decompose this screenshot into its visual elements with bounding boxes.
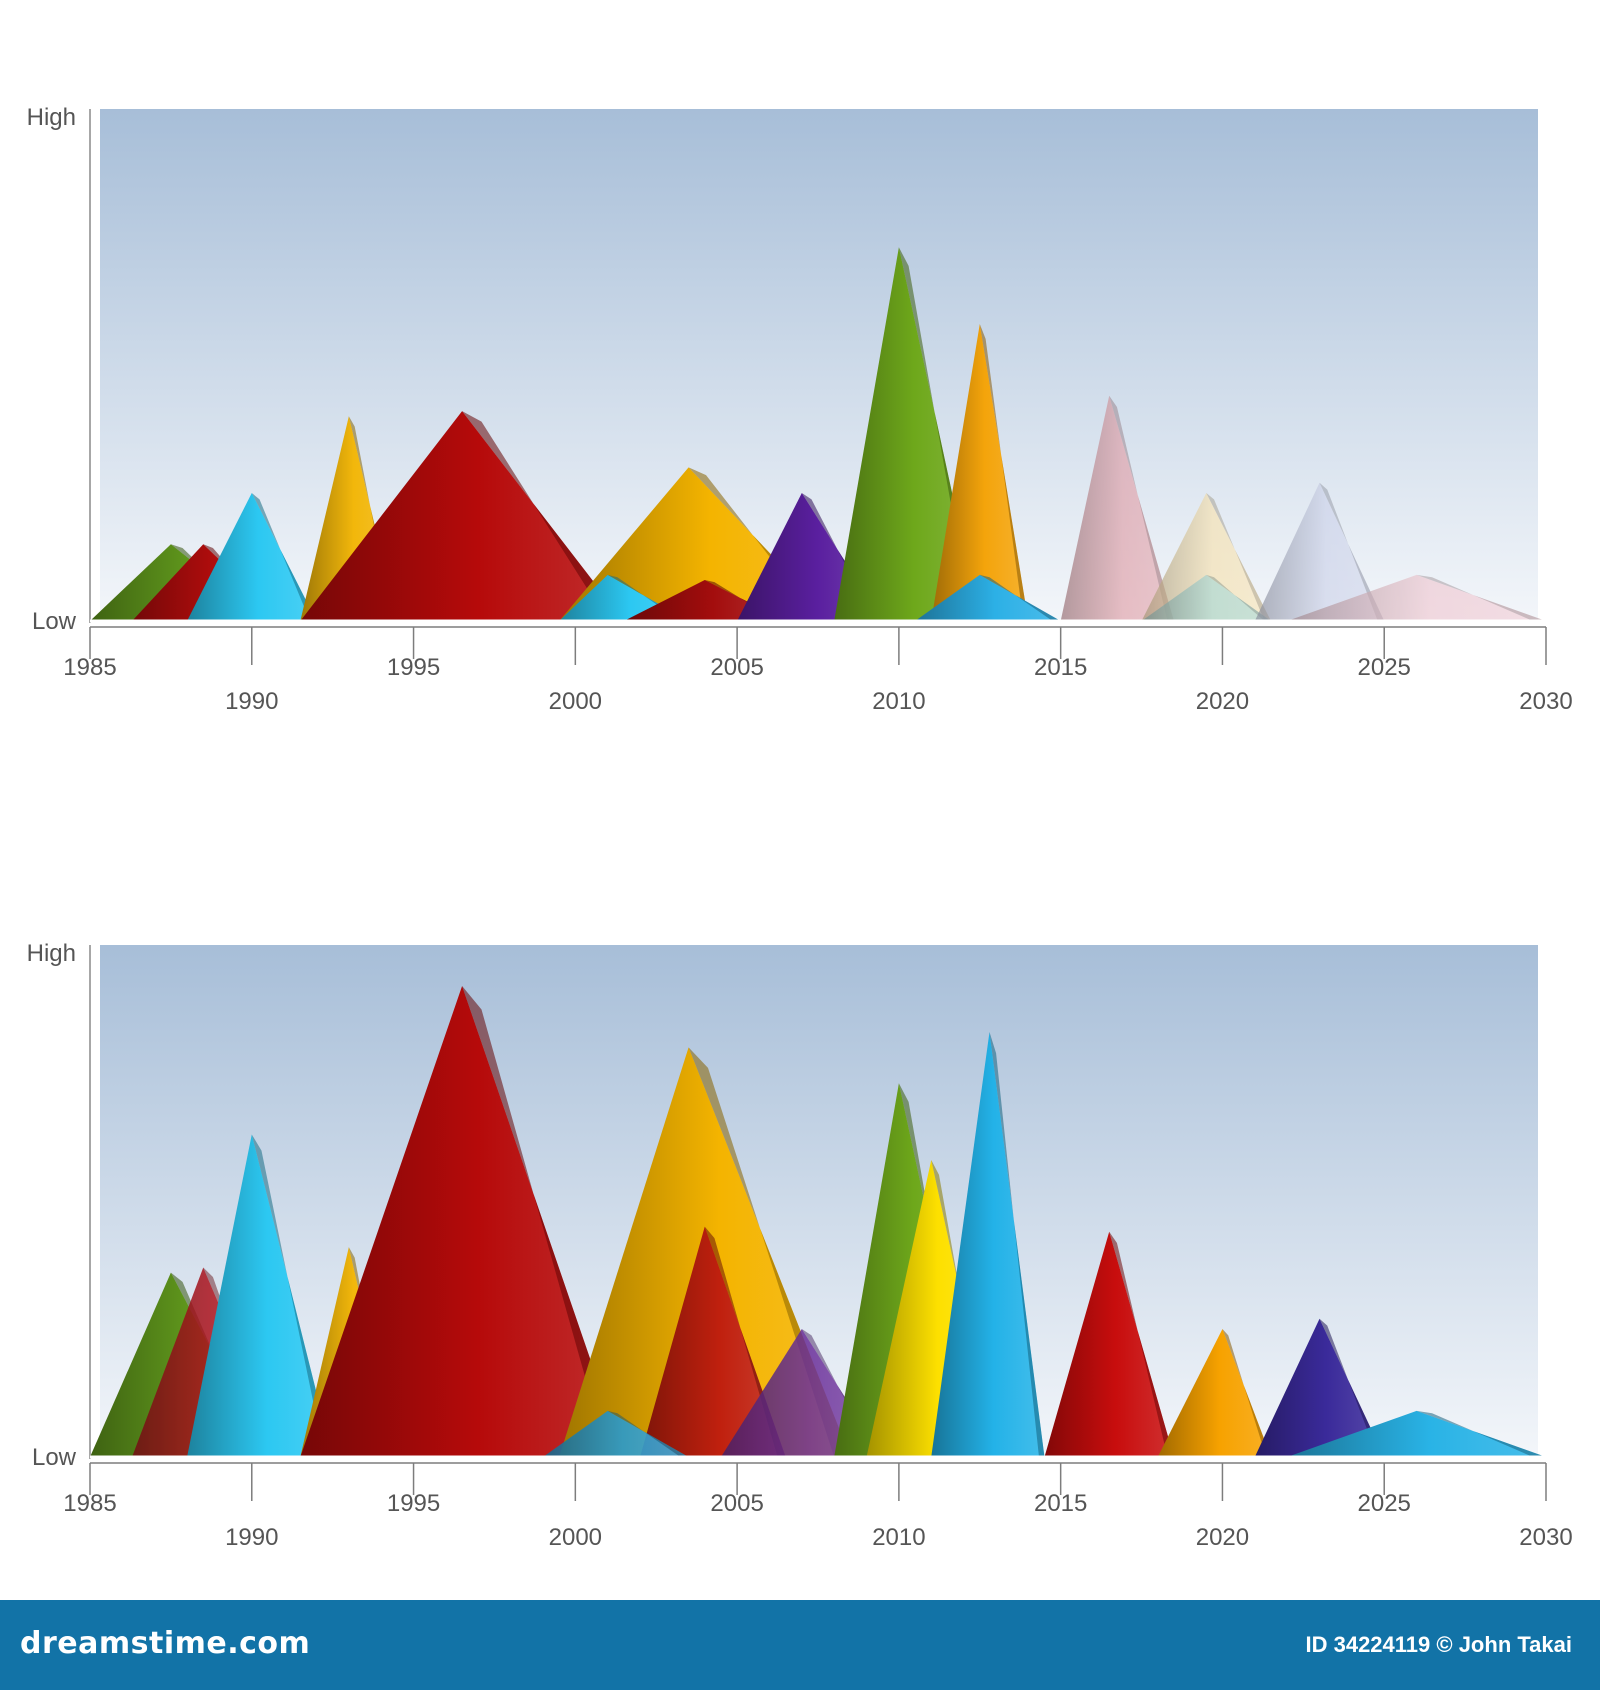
series-peak-17 [1287,574,1546,621]
peak-edge [1416,574,1546,621]
peak-edge [607,574,689,621]
y-label-low: Low [32,1444,77,1471]
series-peak-15 [1254,1318,1385,1457]
peak-edge [979,324,1029,621]
series-peak-3 [187,1134,333,1457]
peak-shape [542,1410,689,1457]
series-peak-16 [1254,482,1385,621]
x-tick-label: 2025 [1358,1490,1411,1517]
footer-bar: dreamstime.com ID 34224119 © John Takai [0,1600,1600,1690]
series-peak-12 [931,1032,1045,1457]
series-peak-5 [300,411,624,621]
footer-credit: ID 34224119 © John Takai [1305,1632,1572,1657]
peak-shape [931,324,1029,621]
peak-shape [1141,493,1271,621]
peak-edge [462,985,624,1457]
x-tick-label: 2020 [1196,1524,1249,1551]
y-label-high: High [27,940,76,967]
peak-shape [915,574,1061,621]
x-tick-label: 1990 [225,1524,278,1551]
peak-edge [1222,1329,1271,1457]
peak-shape [931,1032,1045,1457]
peak-shape [1254,482,1385,621]
series-peak-16 [1287,1410,1546,1457]
peak-edge [688,467,835,621]
series-peak-14 [1141,493,1271,621]
chart-bottom: High Low 1985 1990 1995 2000 2005 2010 2015 2020 2… [27,940,1573,1551]
x-tick-label: 2030 [1519,688,1572,715]
series-peak-12 [915,574,1061,621]
peak-shape [1044,1231,1174,1457]
chart-top: High Low 1985 1990 1995 2000 2005 2010 2015 2020 2… [27,104,1573,715]
x-tick-label: 2000 [549,1524,602,1551]
x-tick-label: 2010 [872,688,925,715]
peak-shape [1157,1329,1271,1457]
x-tick-label: 2005 [710,1490,763,1517]
series-peak-14 [1157,1329,1271,1457]
peak-shape [300,411,624,621]
peak-edge [1206,574,1271,621]
peak-shape [1287,574,1546,621]
peak-edge [251,493,317,621]
peak-edge [251,1134,333,1457]
peak-edge [979,574,1061,621]
series-peak-11 [931,324,1029,621]
peak-shape [1287,1410,1546,1457]
footer-brand[interactable]: dreamstime.com [20,1626,311,1661]
series-peak-5 [300,985,624,1457]
series-peak-13 [1060,395,1174,621]
x-tick-label: 1995 [387,1490,440,1517]
y-label-low: Low [32,608,77,635]
peak-shape [187,493,317,621]
series-peak-3 [187,493,317,621]
peak-shape [640,1226,786,1457]
x-tick-label: 2000 [549,688,602,715]
peak-shape [834,247,980,622]
peak-edge [1109,1231,1174,1457]
x-tick-label: 2020 [1196,688,1249,715]
peak-shape [300,985,624,1457]
y-label-high: High [27,104,76,131]
x-tick-label: 1985 [63,1490,116,1517]
x-tick-label: 2010 [872,1524,925,1551]
peak-edge [462,411,624,621]
x-tick-label: 1985 [63,654,116,681]
peak-shape [1254,1318,1385,1457]
peak-shape [187,1134,333,1457]
x-tick-label: 1990 [225,688,278,715]
x-tick-label: 2005 [710,654,763,681]
x-tick-label: 2025 [1358,654,1411,681]
x-tick-label: 2030 [1519,1524,1572,1551]
x-tick-label: 1995 [387,654,440,681]
x-tick-label: 2015 [1034,654,1087,681]
axes: High Low 1985 1990 1995 2000 2005 2010 2015 2020 2… [27,940,1573,1551]
peak-edge [989,1032,1045,1457]
x-tick-label: 2015 [1034,1490,1087,1517]
series-peak-15 [1141,574,1271,621]
peak-shape [1060,395,1174,621]
axes: High Low 1985 1990 1995 2000 2005 2010 2015 2020 2… [27,104,1573,715]
series-peak-8 [542,1410,689,1457]
series-peak-13 [1044,1231,1174,1457]
peak-shape [1141,574,1271,621]
